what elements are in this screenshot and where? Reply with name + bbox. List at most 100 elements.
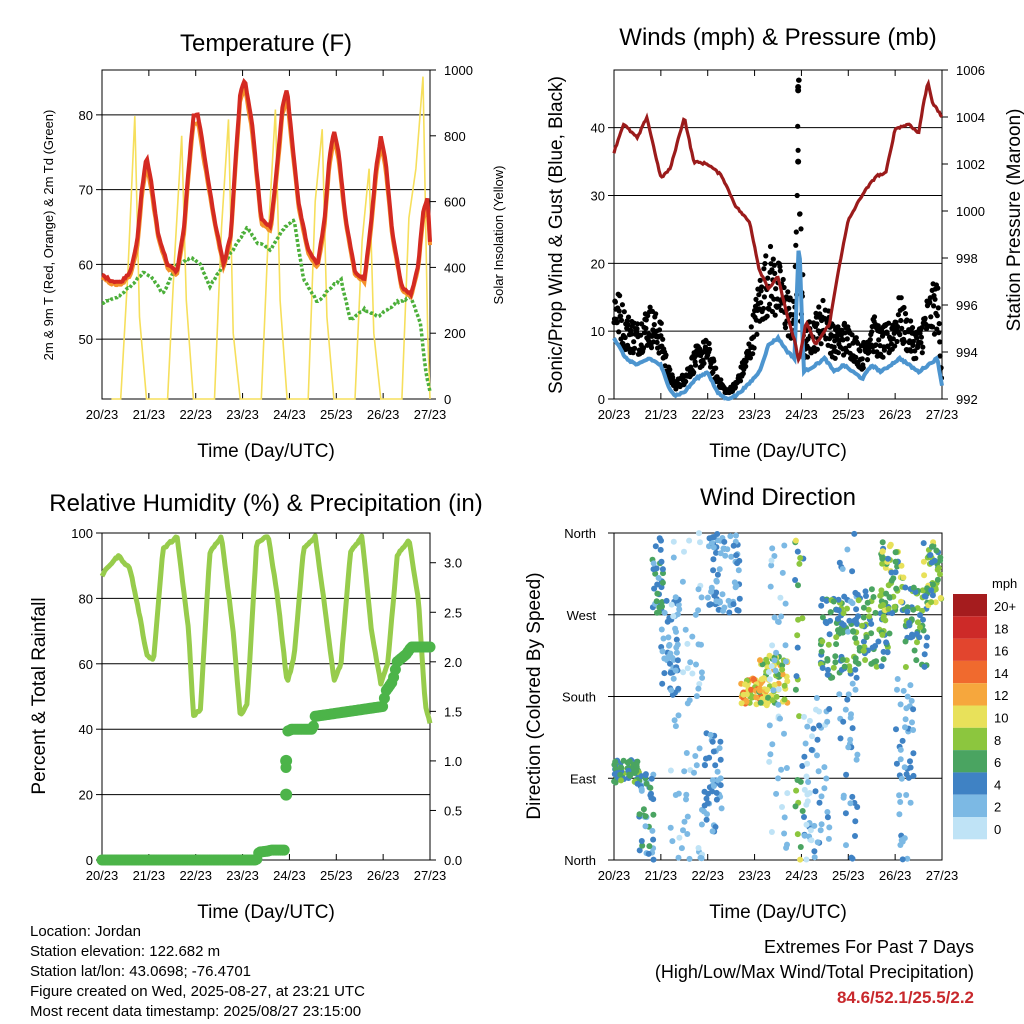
direction-point bbox=[686, 855, 693, 862]
y-right-tick-label: 998 bbox=[956, 251, 978, 266]
direction-point bbox=[612, 779, 619, 786]
direction-point bbox=[845, 628, 851, 635]
direction-point bbox=[808, 837, 815, 844]
direction-point bbox=[801, 713, 807, 720]
gust-point bbox=[614, 319, 620, 325]
direction-ylabel: Direction (Colored By Speed) bbox=[524, 572, 545, 819]
direction-point bbox=[930, 581, 936, 588]
direction-point bbox=[658, 537, 664, 544]
direction-point bbox=[879, 631, 886, 638]
x-tick-label: 23/23 bbox=[738, 407, 771, 422]
direction-point bbox=[898, 562, 905, 569]
direction-point bbox=[670, 538, 677, 545]
gust-point bbox=[936, 321, 942, 327]
direction-point bbox=[804, 798, 811, 805]
precip-point bbox=[280, 754, 293, 767]
direction-point bbox=[866, 613, 873, 620]
direction-point bbox=[720, 607, 727, 614]
direction-point bbox=[909, 719, 915, 726]
direction-point bbox=[710, 783, 717, 789]
x-tick-label: 22/23 bbox=[691, 407, 724, 422]
y-right-tick-label: 200 bbox=[444, 326, 466, 341]
direction-point bbox=[675, 854, 682, 861]
direction-point bbox=[779, 569, 786, 576]
extremes-subheading: (High/Low/Max Wind/Total Precipitation) bbox=[654, 962, 974, 982]
direction-point bbox=[860, 614, 867, 621]
direction-point bbox=[883, 639, 890, 646]
direction-point bbox=[728, 553, 735, 560]
gust-point bbox=[692, 362, 699, 368]
temperature-xlabel: Time (Day/UTC) bbox=[197, 441, 335, 462]
direction-point bbox=[793, 673, 800, 680]
legend-swatch bbox=[953, 638, 987, 661]
x-tick-label: 22/23 bbox=[691, 868, 724, 883]
legend-label: 2 bbox=[994, 800, 1001, 815]
direction-point bbox=[852, 818, 859, 825]
direction-point bbox=[792, 686, 799, 693]
direction-point bbox=[910, 606, 917, 613]
direction-point bbox=[638, 838, 645, 844]
direction-point bbox=[814, 752, 820, 759]
direction-point bbox=[667, 660, 673, 667]
direction-point bbox=[778, 613, 785, 620]
direction-point bbox=[767, 751, 774, 758]
direction-point bbox=[713, 796, 720, 803]
gust-point bbox=[758, 288, 764, 294]
gust-point bbox=[762, 261, 768, 267]
gust-point bbox=[759, 284, 765, 290]
direction-point bbox=[847, 667, 854, 674]
gust-point bbox=[919, 325, 925, 331]
direction-point bbox=[888, 577, 895, 584]
x-tick-label: 24/23 bbox=[273, 407, 306, 422]
direction-point bbox=[698, 821, 705, 828]
y-right-tick-label: 1004 bbox=[956, 110, 985, 125]
gust-point bbox=[667, 367, 673, 373]
gust-point bbox=[932, 296, 938, 302]
direction-point bbox=[863, 593, 869, 599]
direction-point bbox=[778, 766, 785, 773]
gust-point bbox=[838, 332, 844, 338]
direction-point bbox=[777, 715, 783, 722]
y-right-tick-label: 992 bbox=[956, 392, 978, 407]
direction-point bbox=[769, 741, 776, 748]
gust-point bbox=[630, 350, 636, 356]
direction-point bbox=[709, 828, 716, 835]
direction-point bbox=[903, 771, 910, 778]
temperature-ylabel-right: Solar Insolation (Yellow) bbox=[491, 166, 506, 305]
direction-point bbox=[695, 607, 702, 614]
direction-point bbox=[666, 641, 673, 648]
direction-point bbox=[885, 582, 892, 589]
direction-point bbox=[793, 787, 800, 794]
direction-point bbox=[646, 843, 653, 850]
direction-point bbox=[709, 777, 716, 784]
y-tick-label: 20 bbox=[79, 788, 93, 803]
direction-point bbox=[693, 762, 700, 769]
direction-point bbox=[714, 768, 721, 775]
direction-point bbox=[852, 686, 859, 693]
direction-point bbox=[742, 681, 748, 688]
solar-insolation-line bbox=[111, 76, 431, 400]
direction-point bbox=[796, 560, 803, 567]
direction-point bbox=[766, 722, 773, 729]
direction-point bbox=[676, 606, 683, 613]
direction-point bbox=[837, 735, 844, 742]
direction-point bbox=[840, 718, 847, 725]
gust-point bbox=[769, 308, 776, 315]
direction-point bbox=[775, 701, 782, 708]
direction-point bbox=[814, 736, 821, 743]
gust-point bbox=[781, 284, 787, 291]
direction-point bbox=[781, 542, 788, 549]
direction-point bbox=[811, 854, 818, 861]
winds-xlabel: Time (Day/UTC) bbox=[709, 441, 847, 462]
plot-frame bbox=[613, 532, 943, 861]
legend-swatch bbox=[953, 660, 987, 684]
gust-point bbox=[795, 147, 801, 153]
direction-point bbox=[673, 636, 680, 643]
y-tick-label: East bbox=[570, 771, 596, 786]
direction-point bbox=[620, 757, 627, 764]
direction-point bbox=[769, 545, 776, 552]
direction-point bbox=[707, 601, 714, 608]
direction-point bbox=[642, 823, 649, 830]
direction-point bbox=[667, 824, 674, 831]
